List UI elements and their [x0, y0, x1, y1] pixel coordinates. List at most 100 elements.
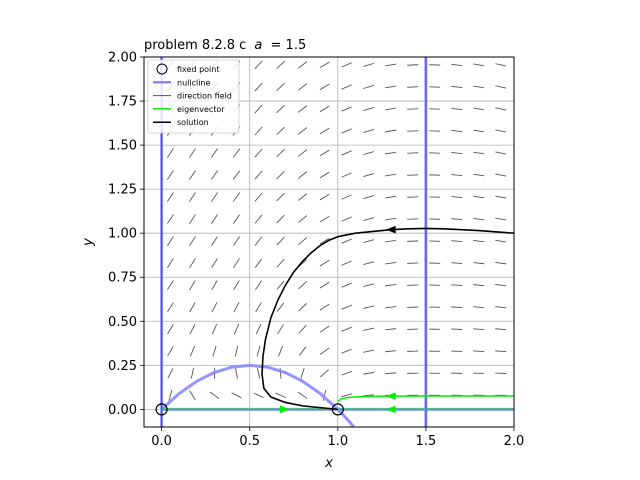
direction-segment [254, 258, 263, 268]
x-tick-label: 1.0 [327, 434, 348, 449]
direction-segment [319, 105, 330, 113]
direction-segment [495, 306, 507, 309]
eigenvector-arrow [385, 392, 396, 400]
solution-curves [261, 225, 514, 411]
direction-segment [495, 63, 507, 67]
direction-segment [473, 173, 485, 177]
direction-segment [363, 84, 375, 89]
direction-segment [319, 237, 330, 245]
direction-segment [233, 323, 240, 335]
y-tick-label: 1.25 [108, 183, 137, 198]
direction-segment [407, 86, 419, 88]
direction-segment [233, 302, 240, 313]
direction-segment [473, 306, 485, 309]
direction-segment [341, 150, 352, 156]
legend-label: nullcline [177, 78, 211, 87]
direction-segment [276, 82, 285, 92]
direction-segment [319, 193, 330, 201]
direction-segment [276, 148, 285, 158]
chart-title: problem 8.2.8 c a = 1.5 [144, 38, 306, 53]
direction-segment [451, 262, 463, 264]
direction-segment [253, 392, 264, 398]
direction-segment [319, 127, 330, 135]
direction-segment [473, 107, 485, 111]
direction-segment [495, 195, 507, 199]
direction-segment [297, 83, 308, 91]
direction-segment [255, 302, 262, 313]
plot-frame [143, 56, 515, 428]
direction-segment [385, 173, 397, 177]
direction-segment [451, 63, 463, 66]
direction-segment [407, 108, 419, 110]
title-prefix: problem 8.2.8 c [144, 38, 246, 53]
direction-segment [341, 326, 352, 332]
direction-segment [276, 280, 285, 290]
direction-segment [363, 283, 375, 287]
direction-segment [232, 148, 241, 158]
direction-segment [341, 393, 353, 398]
direction-segment [451, 174, 463, 177]
direction-segment [407, 218, 419, 220]
direction-segment [363, 129, 375, 133]
direction-segment [319, 347, 330, 355]
direction-segment [495, 239, 507, 243]
x-tick-label: 2.0 [504, 434, 525, 449]
fixed-point-marker [331, 403, 344, 416]
direction-segment [341, 238, 352, 244]
y-tick-label: 1.00 [108, 227, 137, 242]
direction-segment [297, 105, 308, 113]
direction-segment [167, 192, 174, 202]
direction-segment [495, 350, 507, 353]
direction-segment [211, 302, 218, 313]
direction-segment [209, 391, 220, 399]
direction-segment [385, 151, 397, 155]
direction-segment [254, 104, 263, 114]
direction-segment [297, 171, 308, 179]
direction-segment [256, 345, 261, 357]
direction-segment [167, 258, 174, 268]
direction-segment [255, 280, 262, 290]
direction-segment [190, 367, 195, 379]
direction-segment [319, 61, 330, 69]
direction-segment [298, 237, 308, 246]
direction-segment [495, 85, 507, 89]
y-tick-label: 0.00 [108, 403, 137, 418]
direction-segment [189, 390, 196, 401]
x-axis-label: x [324, 456, 333, 471]
direction-segment [231, 392, 242, 399]
direction-segment [211, 280, 218, 291]
direction-segment [167, 324, 174, 335]
direction-segment [341, 84, 352, 90]
direction-segment [212, 345, 217, 357]
direction-segment [189, 280, 196, 291]
legend-label: fixed point [177, 65, 219, 74]
fixed-points [155, 403, 344, 416]
direction-segment [407, 152, 419, 154]
direction-segment [189, 192, 196, 202]
direction-segment [233, 258, 240, 268]
direction-segment [407, 64, 419, 66]
direction-segment [451, 129, 463, 133]
direction-segment [254, 214, 263, 224]
direction-segment [211, 324, 218, 335]
direction-segment [385, 85, 397, 89]
direction-segment [363, 394, 375, 397]
direction-segment [189, 258, 196, 269]
direction-segment [234, 345, 239, 357]
direction-segment [167, 214, 174, 224]
direction-segment [341, 216, 352, 222]
direction-segment [276, 214, 285, 224]
direction-segment [297, 61, 308, 69]
direction-segment [473, 217, 485, 221]
direction-segment [385, 217, 397, 221]
direction-segment [298, 303, 307, 312]
direction-segment [495, 261, 507, 265]
direction-segment [254, 170, 263, 180]
eigenvector-arrow [279, 405, 290, 414]
legend-fixed-point-icon [156, 63, 168, 75]
direction-segment [276, 258, 285, 268]
direction-segment [189, 214, 196, 224]
direction-segment [276, 104, 285, 114]
direction-segment [300, 367, 305, 379]
direction-segment [210, 148, 219, 158]
